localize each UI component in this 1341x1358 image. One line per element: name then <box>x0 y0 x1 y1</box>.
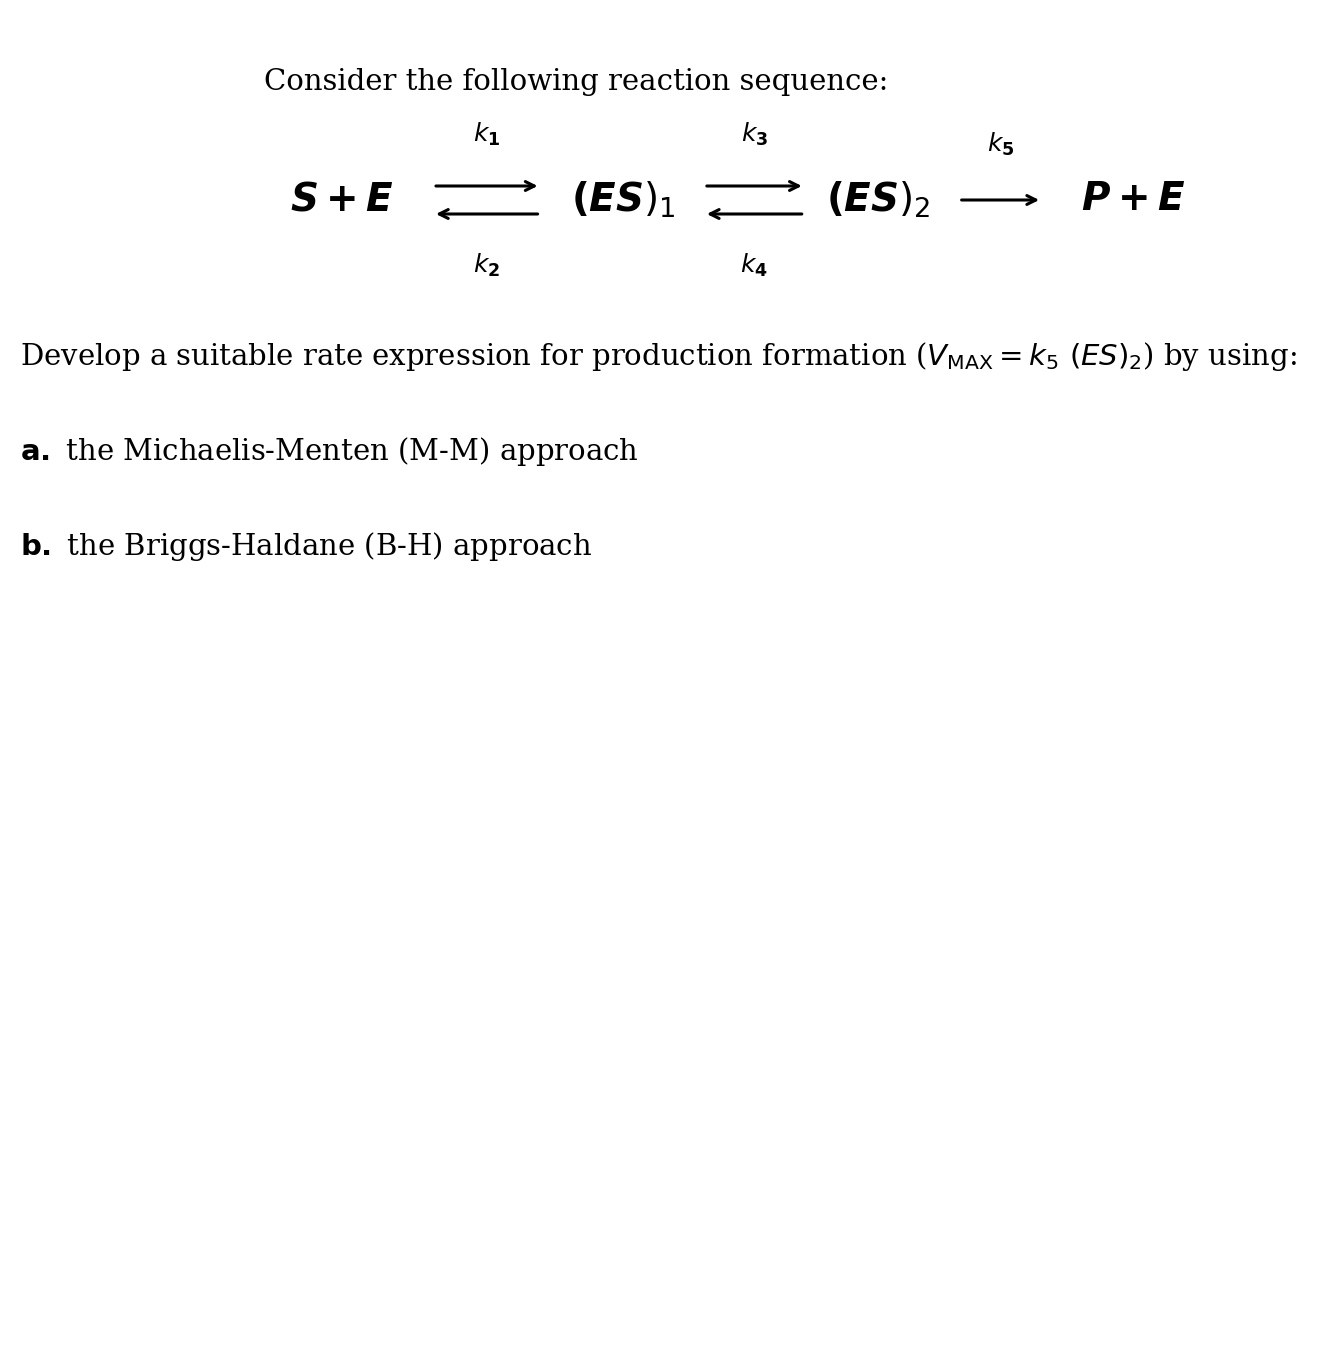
Text: $\mathit{k}_\mathbf{5}$: $\mathit{k}_\mathbf{5}$ <box>987 130 1014 158</box>
Text: $\mathit{k}_\mathbf{1}$: $\mathit{k}_\mathbf{1}$ <box>473 121 500 148</box>
Text: $\mathit{k}_\mathbf{4}$: $\mathit{k}_\mathbf{4}$ <box>740 253 768 280</box>
Text: $\boldsymbol{P + E}$: $\boldsymbol{P + E}$ <box>1081 182 1185 219</box>
Text: Develop a suitable rate expression for production formation ($V_{\mathrm{MAX}} =: Develop a suitable rate expression for p… <box>20 340 1297 373</box>
Text: $\mathit{k}_\mathbf{3}$: $\mathit{k}_\mathbf{3}$ <box>740 121 768 148</box>
Text: $\boldsymbol{(ES)_2}$: $\boldsymbol{(ES)_2}$ <box>826 179 931 220</box>
Text: $\boldsymbol{(ES)_1}$: $\boldsymbol{(ES)_1}$ <box>571 179 676 220</box>
Text: $\mathbf{b.}$ the Briggs-Haldane (B-H) approach: $\mathbf{b.}$ the Briggs-Haldane (B-H) a… <box>20 530 593 564</box>
Text: $\mathit{k}_\mathbf{2}$: $\mathit{k}_\mathbf{2}$ <box>473 253 500 280</box>
Text: Consider the following reaction sequence:: Consider the following reaction sequence… <box>264 68 889 96</box>
Text: $\boldsymbol{S + E}$: $\boldsymbol{S + E}$ <box>290 182 394 219</box>
Text: $\mathbf{a.}$ the Michaelis-Menten (M-M) approach: $\mathbf{a.}$ the Michaelis-Menten (M-M)… <box>20 435 638 469</box>
